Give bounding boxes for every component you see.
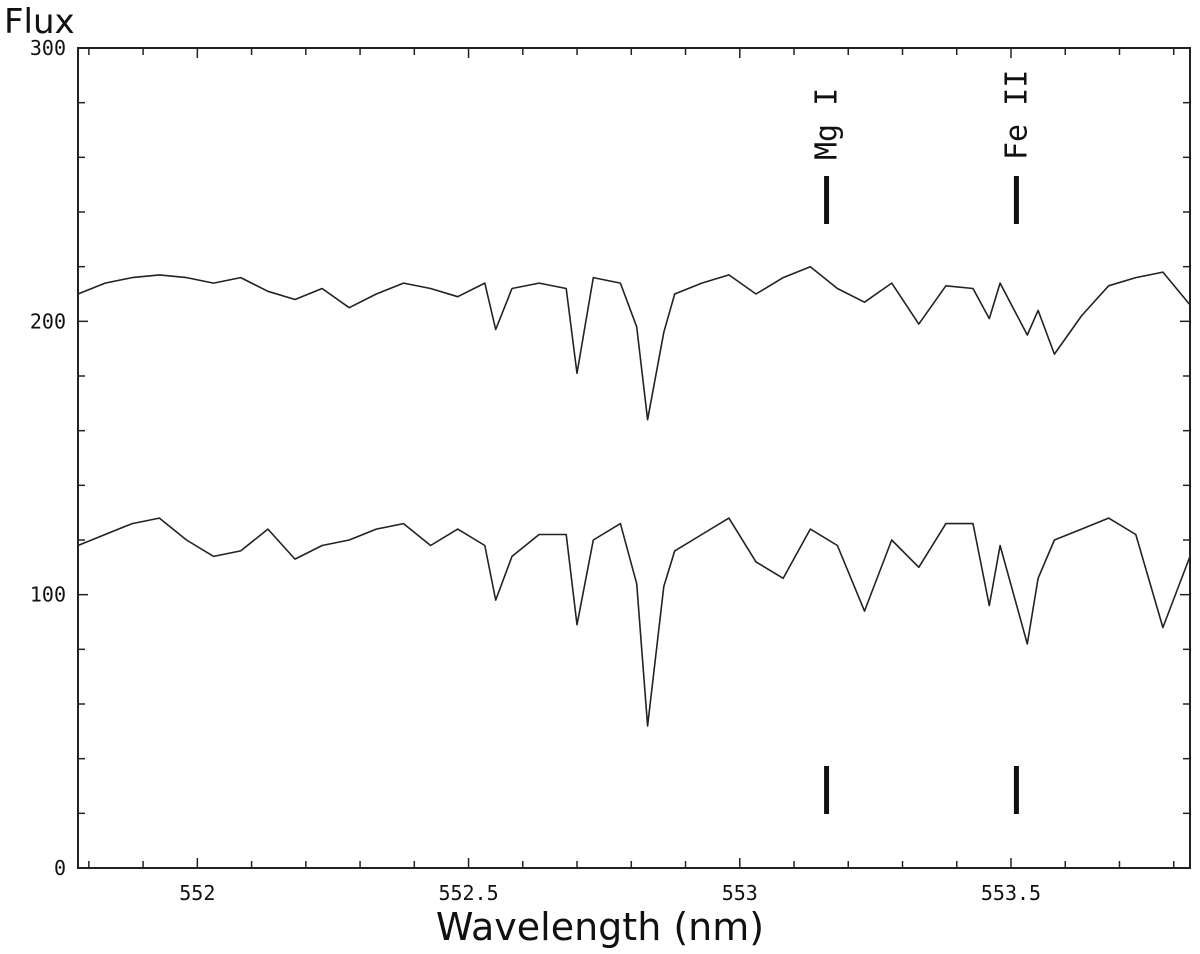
spectrum-line-2 xyxy=(77,517,1191,727)
line-id-label: Mg I xyxy=(810,88,845,160)
y-tick-label: 0 xyxy=(54,856,66,880)
y-tick-label: 200 xyxy=(30,309,66,333)
x-tick-label: 552 xyxy=(179,881,215,905)
line-id-label: Fe II xyxy=(999,70,1034,160)
x-tick-label: 552.5 xyxy=(438,881,498,905)
y-axis-label: Flux xyxy=(4,2,75,42)
plot-frame xyxy=(77,47,1191,869)
y-tick-label: 100 xyxy=(30,583,66,607)
x-tick-label: 553.5 xyxy=(981,881,1041,905)
x-axis-label: Wavelength (nm) xyxy=(435,905,765,949)
spectrum-line-1 xyxy=(77,265,1191,421)
x-tick-label: 553 xyxy=(722,881,758,905)
y-tick-label: 300 xyxy=(30,36,66,60)
